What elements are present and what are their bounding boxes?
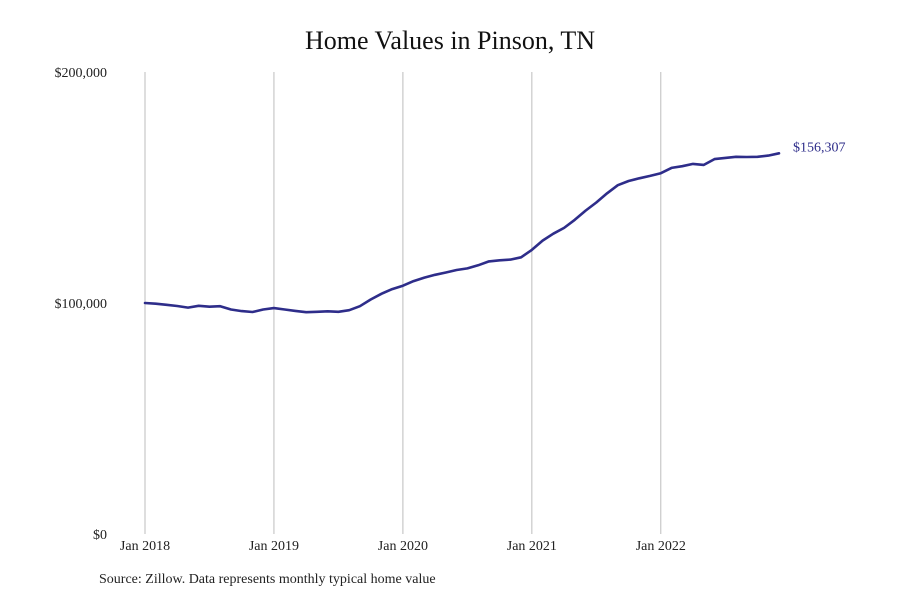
end-value-label: $156,307 [793, 140, 846, 155]
x-tick-label: Jan 2021 [507, 539, 557, 554]
x-tick-label: Jan 2018 [120, 539, 170, 554]
source-note: Source: Zillow. Data represents monthly … [99, 572, 436, 587]
y-tick-label: $100,000 [55, 297, 108, 312]
home-value-line [143, 152, 781, 314]
chart-title: Home Values in Pinson, TN [304, 26, 596, 55]
x-tick-label: Jan 2022 [636, 539, 686, 554]
y-tick-label: $200,000 [55, 66, 108, 81]
x-tick-label: Jan 2020 [378, 539, 428, 554]
x-tick-label: Jan 2019 [249, 539, 299, 554]
y-tick-label: $0 [93, 528, 107, 543]
